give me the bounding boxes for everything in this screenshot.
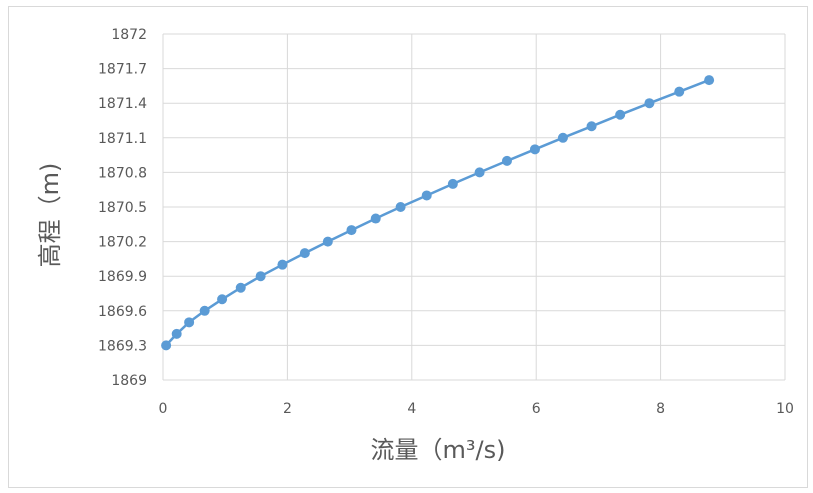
y-tick-labels: 1869 1869.3 1869.6 1869.9 1870.2 1870.5 1870.8… — [98, 27, 147, 389]
x-tick-label: 8 — [656, 401, 665, 417]
x-tick-label: 4 — [407, 401, 416, 417]
x-tick-label: 2 — [283, 401, 292, 417]
grid-lines — [162, 33, 786, 381]
y-tick-label: 1869.9 — [98, 269, 147, 285]
data-point — [557, 132, 568, 143]
x-axis-title: 流量（m³/s) — [371, 436, 506, 464]
y-tick-label: 1869 — [111, 373, 147, 389]
data-point — [395, 202, 406, 212]
data-point — [447, 178, 458, 189]
x-tick-label: 0 — [159, 401, 168, 417]
y-tick-label: 1872 — [111, 27, 147, 43]
y-tick-label: 1871.1 — [98, 131, 147, 147]
data-point — [421, 190, 432, 201]
y-axis-title: 高程（m) — [36, 163, 64, 268]
data-point — [255, 271, 266, 282]
y-tick-label: 1870.5 — [98, 200, 147, 216]
data-point — [277, 259, 288, 270]
data-point — [299, 248, 310, 259]
y-tick-label: 1871.4 — [98, 96, 147, 112]
data-point — [704, 75, 715, 86]
data-point — [644, 98, 655, 109]
data-point — [235, 282, 246, 293]
data-point — [171, 328, 182, 339]
data-point — [161, 340, 172, 351]
chart-frame — [8, 6, 808, 488]
series-group — [161, 75, 715, 351]
data-point — [529, 144, 540, 155]
y-tick-label: 1870.2 — [98, 235, 147, 251]
data-point — [474, 167, 485, 178]
data-point — [184, 317, 195, 328]
data-point — [346, 225, 357, 236]
data-point — [674, 86, 685, 97]
data-point — [322, 236, 333, 247]
y-tick-label: 1869.6 — [98, 304, 147, 320]
data-point — [370, 213, 381, 224]
y-tick-label: 1869.3 — [98, 338, 147, 354]
data-point — [586, 121, 597, 132]
x-tick-labels: 0 2 4 6 8 10 — [159, 401, 794, 417]
data-point — [217, 294, 228, 305]
series-line — [165, 78, 710, 347]
y-tick-label: 1870.8 — [98, 165, 147, 181]
data-point — [501, 155, 512, 166]
data-point — [199, 305, 210, 316]
x-tick-label: 10 — [776, 401, 794, 417]
x-tick-label: 6 — [532, 401, 541, 417]
y-tick-label: 1871.7 — [98, 62, 147, 78]
data-point — [615, 109, 626, 120]
